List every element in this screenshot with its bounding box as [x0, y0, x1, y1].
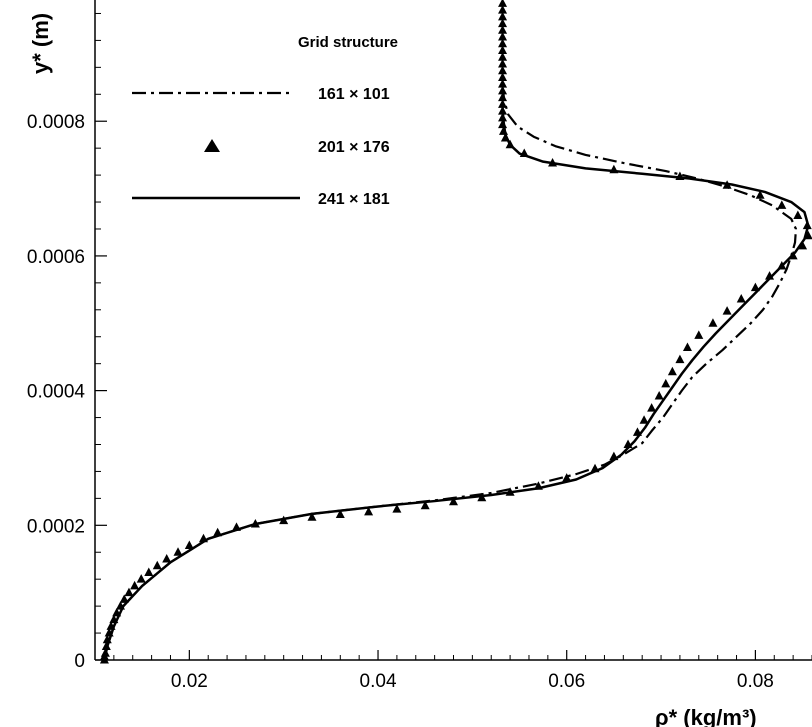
y-axis-title: y* (m) — [28, 13, 53, 74]
svg-text:ρ* (kg/m³): ρ* (kg/m³) — [655, 705, 757, 727]
triangle-point — [708, 318, 717, 327]
x-tick-label-0: 0.02 — [171, 671, 208, 692]
triangle-point — [668, 367, 677, 376]
triangle-point — [675, 355, 684, 364]
triangle-point — [737, 294, 746, 303]
x-tick-label-3: 0.08 — [737, 671, 774, 692]
x-tick-label-2: 0.06 — [548, 671, 585, 692]
legend-marker-201x176 — [204, 139, 220, 152]
legend: Grid structure 161 × 101 201 × 176 241 ×… — [132, 34, 398, 208]
y-tick-label-3: 0.0006 — [27, 247, 85, 268]
triangle-point — [793, 211, 802, 220]
x-axis-title: ρ* (kg/m³) — [655, 705, 757, 727]
y-tick-label-1: 0.0002 — [27, 516, 85, 537]
axes — [95, 0, 812, 660]
legend-label-201x176: 201 × 176 — [318, 139, 390, 156]
triangle-point — [144, 567, 153, 576]
triangle-point — [723, 306, 732, 315]
triangle-point — [655, 391, 664, 400]
triangle-point — [683, 343, 692, 352]
triangle-point — [777, 200, 786, 209]
svg-text:y* (m): y* (m) — [28, 13, 53, 74]
legend-label-241x181: 241 × 181 — [318, 191, 390, 208]
legend-label-161x101: 161 × 101 — [318, 86, 390, 103]
y-tick-label-4: 0.0008 — [27, 112, 85, 133]
triangle-point — [162, 554, 171, 563]
series-241x181-line — [104, 108, 808, 660]
ticks — [95, 13, 812, 660]
y-tick-label-0: 0 — [74, 651, 85, 672]
series-201x176-markers — [100, 0, 812, 663]
series-161x101-line — [104, 88, 796, 660]
y-tick-label-2: 0.0004 — [27, 382, 86, 403]
x-tick-label-1: 0.04 — [360, 671, 397, 692]
series-layer — [100, 0, 812, 663]
triangle-point — [137, 574, 146, 583]
legend-title: Grid structure — [298, 34, 398, 51]
triangle-point — [694, 330, 703, 339]
triangle-point — [661, 379, 670, 388]
triangle-point — [153, 561, 162, 570]
